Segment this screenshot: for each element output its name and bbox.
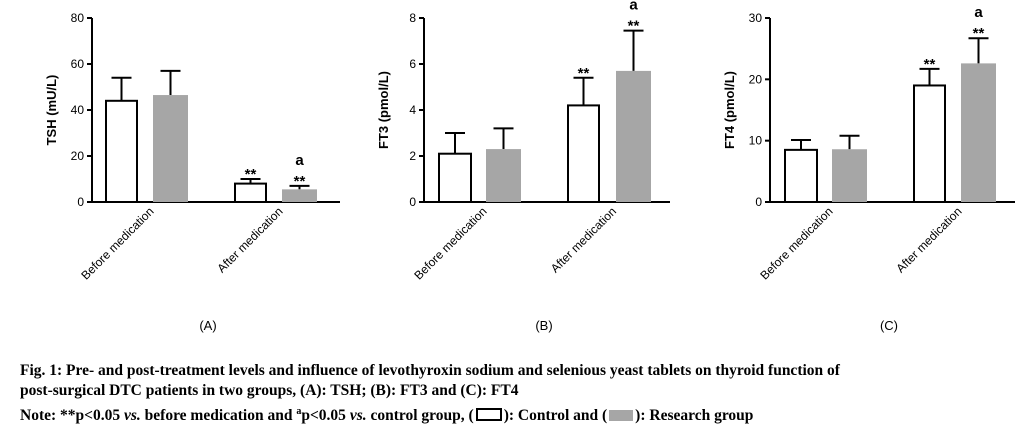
x-tick-label: After medication [214,204,285,275]
y-tick-label: 8 [409,11,416,25]
significance-marker: ** [628,18,640,35]
significance-marker: ** [924,56,936,73]
bar-control [913,84,946,203]
x-tick-label: After medication [548,204,619,275]
bar-research [616,70,651,203]
y-axis-title: TSH (mU/L) [44,75,59,146]
significance-marker: ** [578,65,590,82]
chart-panel-1: 0 20 40 60 80 TSH (mU/L) ** ** a Before medicatio… [44,11,340,333]
x-tick-label: Before medication [411,204,489,282]
y-tick-label: 10 [749,134,763,148]
y-tick-label: 0 [409,195,416,209]
bar-research [153,95,188,202]
y-tick-label: 30 [749,11,763,25]
x-tick-label: Before medication [78,204,156,282]
bar-research [486,149,521,202]
bar-control [438,152,472,203]
y-axis-title: FT4 (pmol/L) [722,71,737,149]
bar-control [784,148,818,204]
note-vs-1: vs. [123,407,141,425]
note-control: ): Control and ( [503,407,608,425]
note-sup: a [296,406,302,417]
bar-research [282,189,317,202]
significance-marker: ** [294,173,306,190]
group-significance-marker: a [629,0,638,14]
bar-research [961,63,996,203]
note-mid-2: p<0.05 [301,407,350,425]
legend-control-swatch [475,408,502,422]
legend-research-swatch [609,410,634,422]
bar-control [234,182,267,204]
note-prefix: Note: **p<0.05 [20,407,124,425]
y-tick-label: 60 [71,57,85,71]
panel-label: (C) [880,318,898,333]
y-axis-title: FT3 (pmol/L) [376,71,391,149]
panel-label: (B) [535,318,552,333]
caption-line-2: post-surgical DTC patients in two groups… [20,382,519,399]
significance-marker: ** [245,166,257,183]
group-significance-marker: a [974,4,983,21]
y-tick-label: 0 [77,195,84,209]
x-tick-label: Before medication [757,204,835,282]
chart-panel-2: 0 2 4 6 8 FT3 (pmol/L) ** ** a Before medication A… [376,0,670,333]
caption-line-1: Fig. 1: Pre- and post-treatment levels a… [20,362,840,379]
y-tick-label: 80 [71,11,85,25]
y-tick-label: 2 [409,149,416,163]
note-mid: before medication and [140,407,297,425]
y-tick-label: 20 [749,72,763,86]
panel-label: (A) [199,318,216,333]
note-research: ): Research group [635,407,754,425]
y-tick-label: 40 [71,103,85,117]
y-tick-label: 20 [71,149,85,163]
bar-research [832,149,867,202]
y-tick-label: 4 [409,103,416,117]
note-mid-3: control group, ( [366,407,474,425]
group-significance-marker: a [295,152,304,169]
y-tick-label: 6 [409,57,416,71]
chart-panel-3: 0 10 20 30 FT4 (pmol/L) ** ** a Before medicatio… [722,4,1015,333]
bar-control [567,104,600,203]
significance-marker: ** [973,25,985,42]
note-vs-2: vs. [349,407,367,425]
x-tick-label: After medication [893,204,964,275]
y-tick-label: 0 [755,195,762,209]
caption-note: Note: **p<0.05 vs. before medication and… [20,402,1010,425]
bar-control [105,99,138,203]
